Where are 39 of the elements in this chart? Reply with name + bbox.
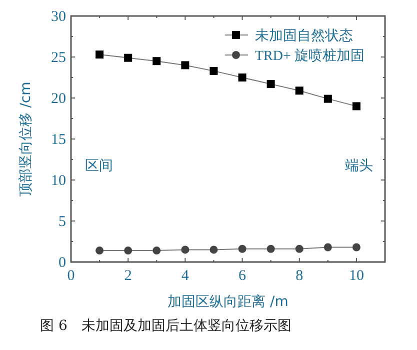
legend-label: TRD+ 旋喷桩加固 (255, 48, 364, 64)
x-tick-label: 6 (238, 268, 247, 284)
point (181, 246, 190, 254)
point (266, 80, 275, 88)
legend-label: 未加固自然状态 (255, 28, 353, 44)
y-tick-label: 10 (51, 173, 66, 189)
annotation: 区间 (85, 158, 113, 174)
y-tick-label: 0 (58, 255, 66, 271)
point (96, 246, 104, 255)
point (352, 102, 360, 110)
point (295, 244, 304, 253)
y-tick-label: 20 (51, 91, 66, 107)
point (181, 61, 190, 70)
y-tick-label: 30 (51, 9, 66, 25)
point (295, 86, 304, 95)
x-axis-title: 加固区纵向距离 /m (168, 294, 288, 310)
point (152, 57, 161, 66)
point (266, 244, 275, 253)
y-axis-title: 顶部竖向位移 /cm (18, 82, 34, 196)
x-tick-label: 10 (348, 268, 364, 284)
x-tick-label: 4 (181, 268, 190, 284)
caption: 图 6 未加固及加固后土体竖向位移示图 (40, 318, 292, 334)
point (352, 243, 360, 252)
point (210, 246, 218, 254)
point (210, 66, 218, 75)
point (238, 74, 246, 82)
point (324, 94, 332, 103)
x-tick-label: 8 (296, 268, 304, 284)
point (124, 54, 132, 62)
x-tick-label: 2 (124, 268, 132, 284)
point (238, 244, 246, 253)
point (96, 50, 104, 59)
y-tick-label: 25 (51, 50, 66, 66)
y-tick-label: 5 (58, 214, 66, 230)
point (152, 246, 161, 255)
annotation: 端头 (345, 158, 373, 174)
point (324, 243, 332, 252)
y-tick-label: 15 (51, 132, 66, 148)
point (124, 246, 132, 255)
